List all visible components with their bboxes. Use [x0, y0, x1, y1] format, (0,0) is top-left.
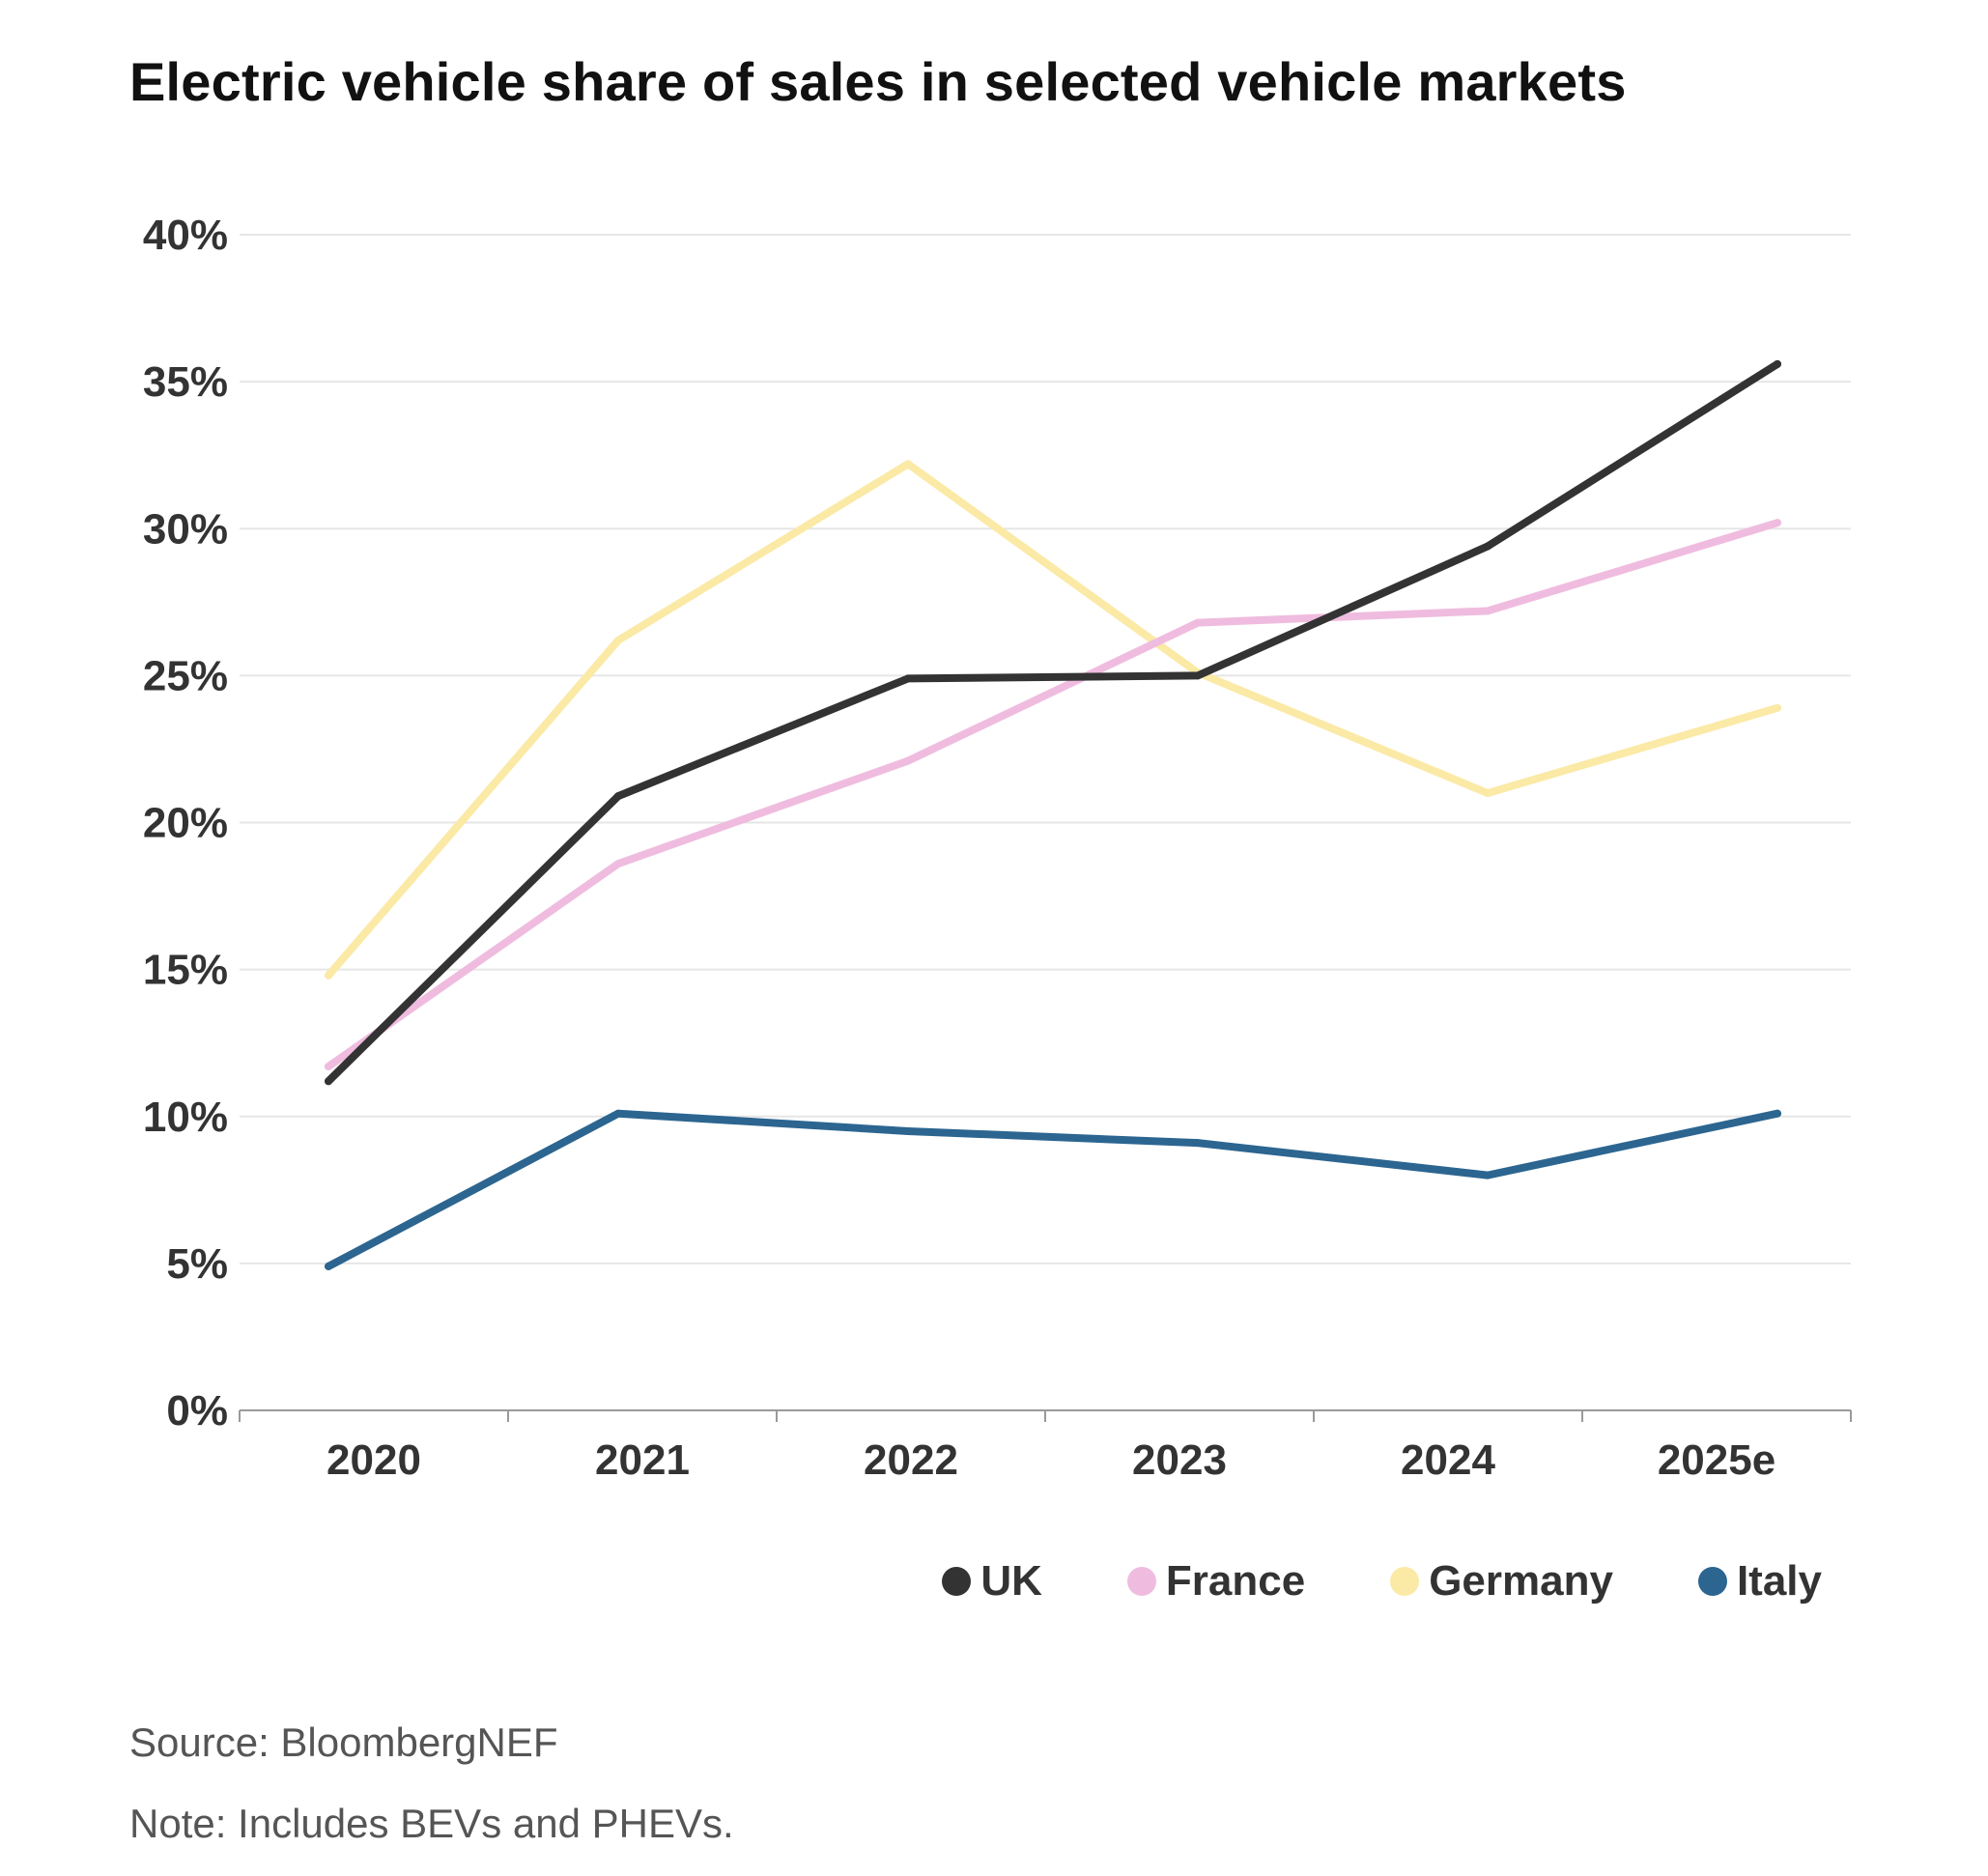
series-lines: [325, 359, 1781, 1270]
data-point-france: [1774, 519, 1781, 527]
legend-swatch: [1390, 1567, 1420, 1596]
legend: UK France Germany Italy: [942, 1557, 1822, 1606]
data-point-italy: [325, 1262, 332, 1270]
data-point-germany: [1484, 789, 1491, 798]
y-tick-label: 15%: [143, 947, 228, 994]
y-tick-label: 25%: [143, 652, 228, 699]
y-tick-label: 20%: [143, 800, 228, 847]
line-chart: 0% 5% 10% 15% 20% 25% 30% 35% 40% 2020 2021 2022 202…: [143, 212, 1852, 1484]
x-tick-label: 2025e: [1658, 1436, 1775, 1484]
series-line-france: [325, 519, 1781, 1071]
legend-item-italy: Italy: [1697, 1557, 1822, 1606]
y-tick-label: 35%: [143, 358, 228, 406]
legend-swatch: [1697, 1567, 1727, 1596]
data-point-italy: [1484, 1171, 1491, 1180]
data-point-uk: [1194, 671, 1202, 680]
gridlines: [240, 234, 1851, 1265]
data-point-france: [1484, 607, 1491, 615]
legend-label: UK: [980, 1557, 1042, 1605]
legend-item-uk: UK: [942, 1557, 1042, 1606]
legend-swatch: [942, 1567, 972, 1596]
x-tick-label: 2020: [327, 1436, 421, 1484]
x-tick-label: 2022: [864, 1436, 958, 1484]
chart-title: Electric vehicle share of sales in selec…: [129, 51, 1627, 112]
data-point-italy: [614, 1109, 622, 1118]
data-point-uk: [1774, 359, 1781, 368]
x-tick-label: 2023: [1132, 1436, 1227, 1484]
legend-item-france: France: [1126, 1557, 1306, 1606]
data-point-france: [1194, 618, 1202, 627]
data-point-france: [904, 756, 912, 765]
data-point-france: [325, 1063, 332, 1071]
series-line-germany: [325, 460, 1781, 980]
data-point-uk: [325, 1077, 332, 1086]
data-point-uk: [904, 674, 912, 683]
source-note: Source: BloombergNEF: [129, 1720, 558, 1765]
y-tick-label: 30%: [143, 505, 228, 553]
x-tick-label: 2024: [1401, 1436, 1495, 1484]
legend-swatch: [1126, 1567, 1156, 1596]
chart-note: Note: Includes BEVs and PHEVs.: [129, 1801, 734, 1846]
data-point-italy: [1774, 1109, 1781, 1118]
data-point-germany: [325, 971, 332, 980]
series-line-uk: [325, 359, 1781, 1086]
y-tick-label: 0%: [166, 1387, 228, 1435]
y-tick-label: 40%: [143, 212, 228, 259]
data-point-uk: [614, 792, 622, 801]
data-point-germany: [1774, 703, 1781, 712]
data-point-germany: [904, 460, 912, 469]
data-point-germany: [614, 636, 622, 644]
series-line-italy: [325, 1109, 1781, 1270]
data-point-italy: [1194, 1139, 1202, 1148]
x-tick-label: 2021: [595, 1436, 690, 1484]
y-tick-label: 10%: [143, 1094, 228, 1141]
axes: 0% 5% 10% 15% 20% 25% 30% 35% 40% 2020 2021 2022 202…: [143, 212, 1852, 1484]
data-point-italy: [904, 1126, 912, 1135]
legend-item-germany: Germany: [1390, 1557, 1613, 1606]
legend-label: Italy: [1736, 1557, 1822, 1605]
legend-label: France: [1165, 1557, 1306, 1605]
y-tick-label: 5%: [166, 1240, 228, 1288]
legend-label: Germany: [1429, 1557, 1613, 1605]
data-point-uk: [1484, 542, 1491, 551]
data-point-france: [614, 860, 622, 868]
